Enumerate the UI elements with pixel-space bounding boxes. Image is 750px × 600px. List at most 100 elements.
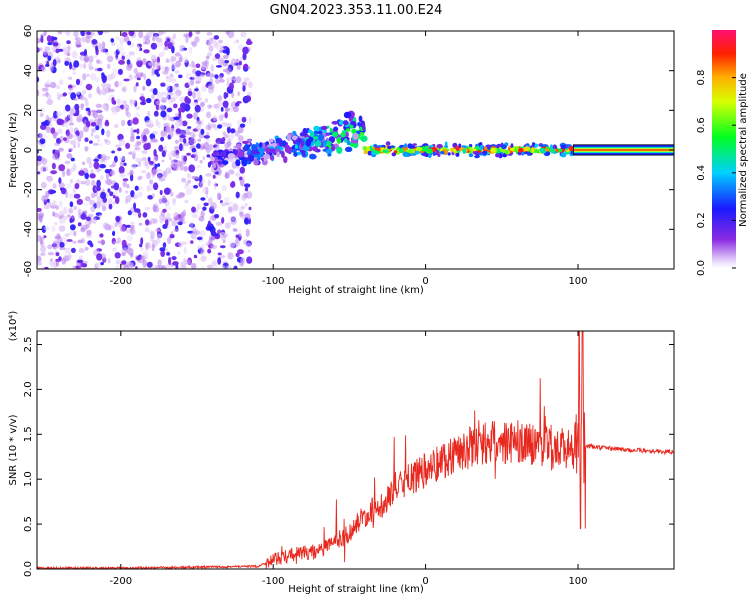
spectrogram-noise-cell [241,193,247,202]
spectrogram-noise-cell [126,63,133,71]
spectrogram-noise-cell [153,34,159,40]
spectrogram-noise-cell [174,52,181,57]
spectrogram-noise-cell [239,123,246,128]
spectrogram-chirp-cell [251,149,257,155]
colorbar-tick-label: 0.8 [696,70,707,86]
spectrogram-noise-cell [217,192,221,201]
spectrogram-noise-cell [177,251,181,256]
spectrogram-noise-cell [170,159,178,165]
spectrogram-noise-cell [114,265,121,269]
spectrogram-noise-cell [69,122,74,126]
spectrogram-noise-cell [209,215,214,221]
spectrogram-chirp-cell [346,140,351,146]
spectrogram-noise-cell [65,190,68,199]
spectrogram-noise-cell [38,214,43,222]
spectrogram-noise-cell [101,88,107,96]
spectrogram-noise-cell [205,124,211,131]
spectrogram-noise-cell [175,194,182,199]
spectrogram-noise-cell [91,179,96,187]
spectrogram-noise-cell [159,189,163,196]
spectrogram-noise-cell [153,206,160,213]
spectrogram-noise-cell [101,75,107,83]
spectrogram-noise-cell [123,78,130,82]
spectrogram-chirp-cell [305,138,312,147]
spectrogram-noise-cell [69,108,75,116]
spectrogram-noise-cell [119,36,125,45]
spectrogram-noise-cell [196,97,202,102]
spectrogram-noise-cell [233,265,238,269]
spectrogram-noise-cell [236,65,241,70]
spectrogram-noise-cell [158,265,164,269]
spectrogram-noise-cell [154,163,158,169]
spectrogram-noise-cell [179,96,186,103]
spectrogram-noise-cell [122,100,127,107]
spectrogram-noise-cell [78,255,83,260]
spectrogram-noise-cell [37,76,40,83]
spectrogram-chirp-cell [268,138,274,143]
spectrogram-band-cell [545,148,549,152]
spectrogram-noise-cell [119,51,127,55]
spectrogram-band-cell [435,149,440,156]
spectrogram-noise-cell [161,65,165,71]
spectrogram-band-cell [402,152,410,157]
spectrogram-noise-cell [111,71,118,77]
spectrogram-noise-cell [153,110,159,117]
spectrogram-noise-cell [190,131,196,139]
spectrogram-noise-cell [86,111,90,115]
spectrogram-noise-cell [151,168,157,176]
spectrogram-noise-cell [127,210,132,216]
spectrogram-noise-cell [210,244,218,250]
spectrogram-band-cell [553,151,558,154]
y-tick-label: -20 [23,181,34,197]
spectrogram-noise-cell [193,254,198,259]
spectrogram-noise-cell [58,182,66,189]
spectrogram-noise-cell [191,206,196,213]
spectrogram-noise-cell [62,170,66,178]
spectrogram-noise-cell [81,89,87,95]
spectrogram-noise-cell [222,54,229,60]
spectrogram-noise-cell [117,44,124,52]
spectrogram-noise-cell [66,45,71,51]
spectrogram-noise-cell [121,239,127,247]
spectrogram-noise-cell [84,172,89,180]
spectrogram-noise-cell [78,248,85,254]
spectrogram-noise-cell [42,160,46,166]
colorbar-tick-label: 0.0 [696,260,707,276]
spectrogram-noise-cell [166,252,171,256]
spectrogram-noise-cell [93,143,99,146]
spectrogram-noise-cell [68,113,73,119]
spectrogram-noise-cell [217,95,223,102]
spectrogram-noise-cell [221,122,228,127]
spectrogram-noise-cell [164,40,168,48]
spectrogram-noise-cell [68,193,74,199]
spectrogram-noise-cell [69,201,74,208]
x-tick-label: -200 [109,276,132,287]
spectrogram-noise-cell [200,101,205,107]
spectrogram-noise-cell [97,67,103,72]
spectrogram-band-cell [560,144,567,149]
spectrogram-noise-cell [72,265,76,269]
spectrogram-noise-cell [207,83,215,90]
spectrogram-noise-cell [72,134,79,140]
spectrogram-noise-cell [134,266,138,269]
spectrogram-noise-cell [123,162,127,166]
spectrogram-noise-cell [104,105,110,112]
spectrogram-noise-cell [181,177,187,183]
spectrogram-noise-cell [226,126,231,134]
spectrogram-noise-cell [143,128,150,135]
spectrogram-noise-cell [88,93,92,99]
spectrogram-noise-cell [126,234,134,242]
spectrogram-noise-cell [171,220,177,227]
spectrogram-noise-cell [70,157,75,162]
spectrogram-noise-cell [166,212,171,219]
spectrogram-chirp-cell [312,145,318,152]
spectrogram-noise-cell [184,96,190,104]
spectrogram-band-cell [560,152,567,158]
spectrogram-noise-cell [140,245,144,252]
spectrogram-noise-cell [106,55,114,63]
spectrogram-chirp-cell [294,144,299,149]
y-tick-label: 0.0 [23,561,34,577]
spectrogram-chirp-cell [276,151,280,158]
spectrogram-noise-cell [230,180,236,188]
spectrogram-noise-cell [227,206,233,213]
